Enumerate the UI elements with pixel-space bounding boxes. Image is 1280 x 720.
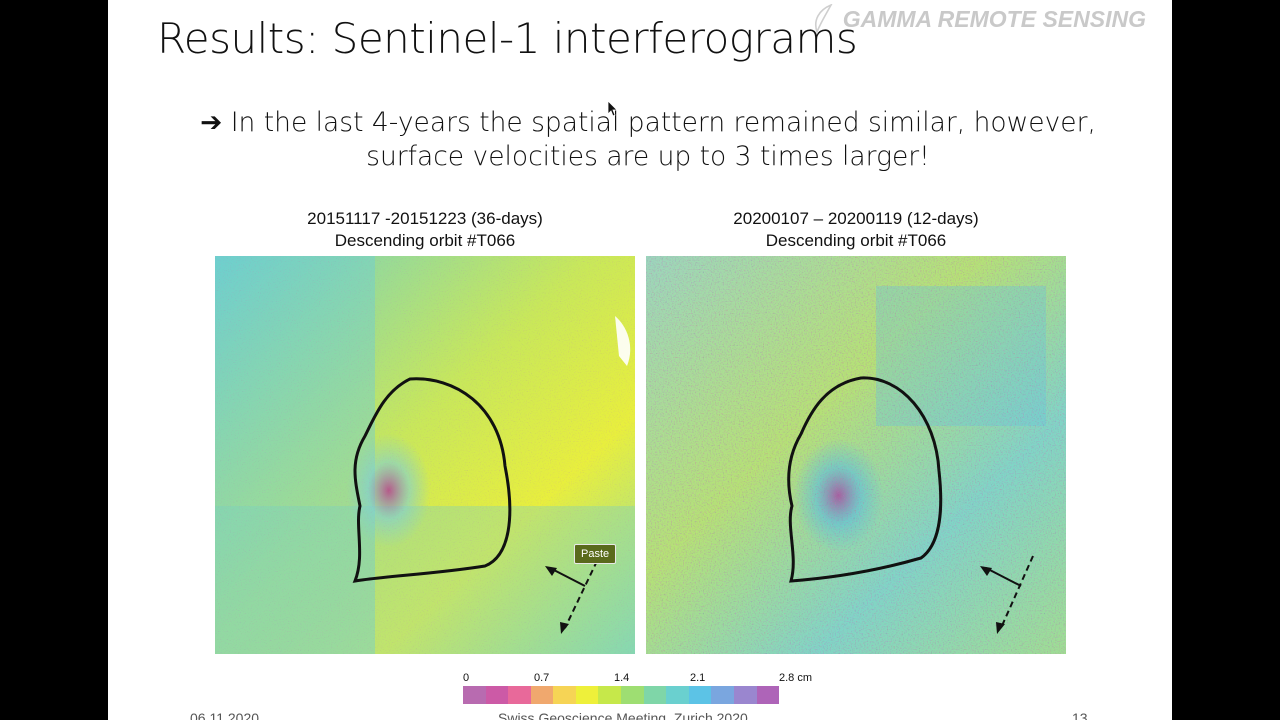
colorbar bbox=[463, 686, 780, 704]
colorbar-swatch bbox=[643, 686, 667, 704]
colorbar-swatch bbox=[485, 686, 509, 704]
colorbar-tick-0: 0 bbox=[463, 672, 470, 684]
interferogram-left bbox=[215, 256, 635, 654]
colorbar-swatch bbox=[621, 686, 644, 704]
panel-right-dates: 20200107 – 20200119 (12-days) bbox=[733, 209, 979, 228]
mouse-cursor-icon bbox=[607, 100, 618, 117]
colorbar-tick-3: 2.1 bbox=[690, 672, 706, 684]
colorbar-swatch bbox=[575, 686, 599, 704]
footer-date: 06.11.2020 bbox=[190, 710, 260, 720]
colorbar-tick-2: 1.4 bbox=[614, 672, 630, 684]
paste-tooltip[interactable]: Paste bbox=[574, 544, 617, 564]
colorbar-tick-1: 0.7 bbox=[534, 672, 550, 684]
colorbar-swatch bbox=[733, 686, 757, 704]
interferogram-right bbox=[646, 256, 1066, 654]
panel-left-caption: 20151117 -20151223 (36-days) Descending … bbox=[215, 208, 635, 252]
arrow-icon: ➔ bbox=[200, 107, 223, 138]
panel-right-caption: 20200107 – 20200119 (12-days) Descending… bbox=[646, 208, 1066, 252]
panel-right-orbit: Descending orbit #T066 bbox=[765, 231, 947, 250]
slide: Results: Sentinel-1 interferograms GAMMA… bbox=[108, 0, 1172, 720]
colorbar-swatch bbox=[553, 686, 576, 704]
bullet-line-2: surface velocities are up to 3 times lar… bbox=[366, 141, 930, 172]
colorbar-swatch bbox=[598, 686, 622, 704]
footer-event: Swiss Geoscience Meeting, Zurich 2020 bbox=[498, 710, 748, 720]
colorbar-swatch bbox=[508, 686, 531, 704]
colorbar-swatch bbox=[756, 686, 780, 704]
footer-page-number: 13 bbox=[1072, 710, 1088, 720]
panel-left-orbit: Descending orbit #T066 bbox=[334, 231, 516, 250]
bullet-text: ➔ In the last 4-years the spatial patter… bbox=[168, 106, 1128, 174]
colorbar-swatch bbox=[666, 686, 689, 704]
slide-title: Results: Sentinel-1 interferograms bbox=[157, 14, 858, 63]
logo-text: GAMMA REMOTE SENSING bbox=[842, 5, 1146, 32]
panel-left-dates: 20151117 -20151223 (36-days) bbox=[307, 209, 543, 228]
colorbar-swatch bbox=[530, 686, 554, 704]
colorbar-tick-4: 2.8 cm bbox=[779, 672, 813, 684]
colorbar-swatch bbox=[463, 686, 486, 704]
colorbar-swatch bbox=[688, 686, 712, 704]
leaf-icon bbox=[814, 4, 833, 34]
gamma-logo: GAMMA REMOTE SENSING bbox=[811, 4, 1146, 34]
colorbar-swatch bbox=[711, 686, 734, 704]
bullet-line-1: In the last 4-years the spatial pattern … bbox=[230, 107, 1096, 138]
